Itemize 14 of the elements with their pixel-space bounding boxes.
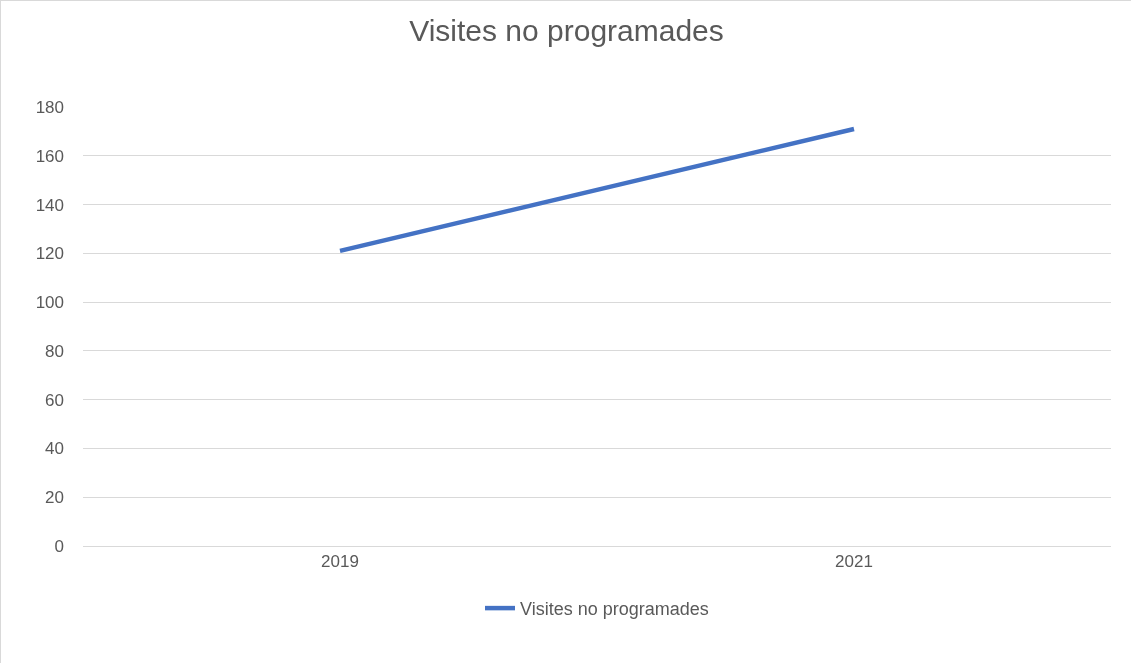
y-tick-label: 20 <box>45 488 64 508</box>
y-tick-label: 80 <box>45 341 64 361</box>
x-tick-label: 2019 <box>321 552 359 572</box>
y-tick-label: 0 <box>54 536 64 556</box>
y-tick-label: 140 <box>35 195 64 215</box>
y-tick-label: 160 <box>35 146 64 166</box>
y-tick-label: 60 <box>45 390 64 410</box>
y-tick-label: 40 <box>45 439 64 459</box>
chart-title: Visites no programades <box>409 14 724 48</box>
y-tick-label: 180 <box>35 97 64 117</box>
y-tick-label: 100 <box>35 293 64 313</box>
y-tick-label: 120 <box>35 244 64 264</box>
x-tick-label: 2021 <box>835 552 873 572</box>
legend-label: Visites no programades <box>520 599 709 620</box>
